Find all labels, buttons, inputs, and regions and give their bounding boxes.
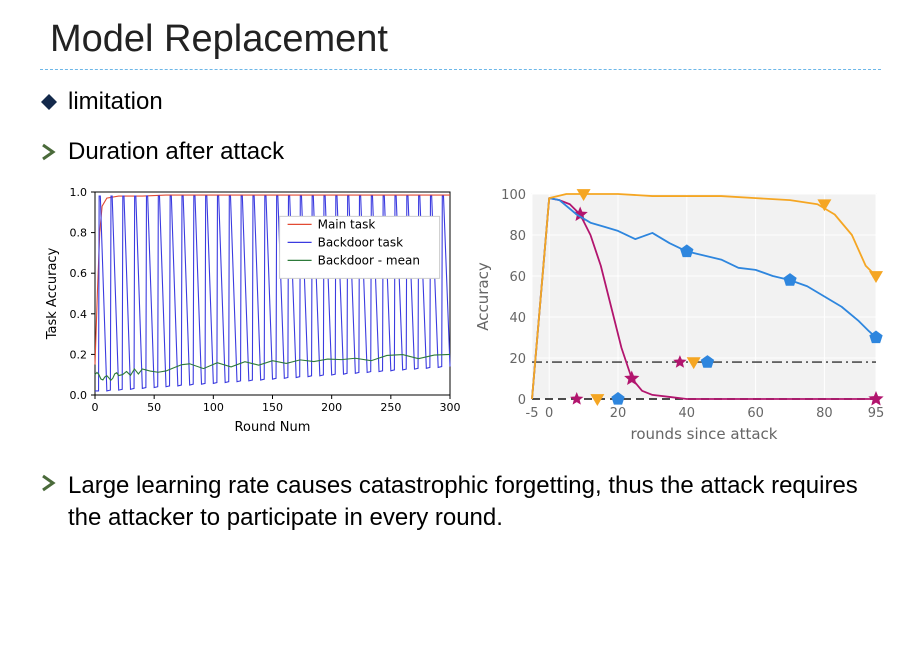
svg-text:40: 40	[509, 311, 526, 326]
svg-text:150: 150	[262, 401, 283, 414]
chevron-bullet-icon	[40, 474, 58, 492]
svg-text:Accuracy: Accuracy	[474, 262, 492, 331]
svg-text:0.4: 0.4	[70, 308, 88, 321]
title-block: Model Replacement	[40, 18, 881, 70]
svg-text:250: 250	[380, 401, 401, 414]
svg-text:100: 100	[203, 401, 224, 414]
body-paragraph: Large learning rate causes catastrophic …	[40, 470, 881, 535]
svg-text:-5: -5	[526, 406, 539, 421]
svg-text:100: 100	[501, 188, 526, 203]
svg-text:0.8: 0.8	[70, 227, 88, 240]
diamond-bullet-icon	[40, 93, 58, 111]
body-paragraph-text: Large learning rate causes catastrophic …	[68, 470, 881, 535]
svg-text:80: 80	[509, 229, 526, 244]
svg-text:20: 20	[509, 352, 526, 367]
svg-text:80: 80	[816, 406, 833, 421]
chart-right: 020406080100-502040608095rounds since at…	[470, 182, 890, 452]
chart-left: 0 50 100 150 200 250 300 0.0 0.2 0.4 0.6 0.8 1.0 Roun…	[40, 182, 460, 442]
bullet-duration: Duration after attack	[40, 138, 881, 166]
slide: Model Replacement limitation Duration af…	[0, 0, 921, 657]
svg-text:20: 20	[610, 406, 627, 421]
svg-text:1.0: 1.0	[70, 186, 88, 199]
svg-text:Task Accuracy: Task Accuracy	[45, 247, 60, 340]
svg-text:300: 300	[440, 401, 461, 414]
svg-text:50: 50	[147, 401, 161, 414]
bullet-limitation-label: limitation	[68, 88, 163, 116]
svg-text:Main task: Main task	[318, 217, 376, 231]
svg-text:0.2: 0.2	[70, 348, 88, 361]
svg-text:rounds since attack: rounds since attack	[631, 425, 778, 443]
svg-text:40: 40	[679, 406, 696, 421]
bullet-duration-label: Duration after attack	[68, 138, 284, 166]
svg-text:60: 60	[747, 406, 764, 421]
svg-text:0: 0	[545, 406, 553, 421]
svg-text:0.6: 0.6	[70, 267, 88, 280]
svg-text:0.0: 0.0	[70, 389, 88, 402]
slide-title: Model Replacement	[40, 18, 881, 67]
svg-text:60: 60	[509, 270, 526, 285]
charts-row: 0501001502002503000.00.20.40.60.81.0Roun…	[40, 182, 881, 452]
chevron-bullet-icon	[40, 143, 58, 161]
bullet-limitation: limitation	[40, 88, 881, 116]
title-underline	[40, 69, 881, 70]
svg-text:Backdoor - mean: Backdoor - mean	[318, 253, 420, 267]
svg-text:Backdoor task: Backdoor task	[318, 235, 403, 249]
svg-text:Round Num: Round Num	[235, 420, 311, 435]
svg-text:0: 0	[92, 401, 99, 414]
svg-text:95: 95	[868, 406, 885, 421]
svg-text:200: 200	[321, 401, 342, 414]
